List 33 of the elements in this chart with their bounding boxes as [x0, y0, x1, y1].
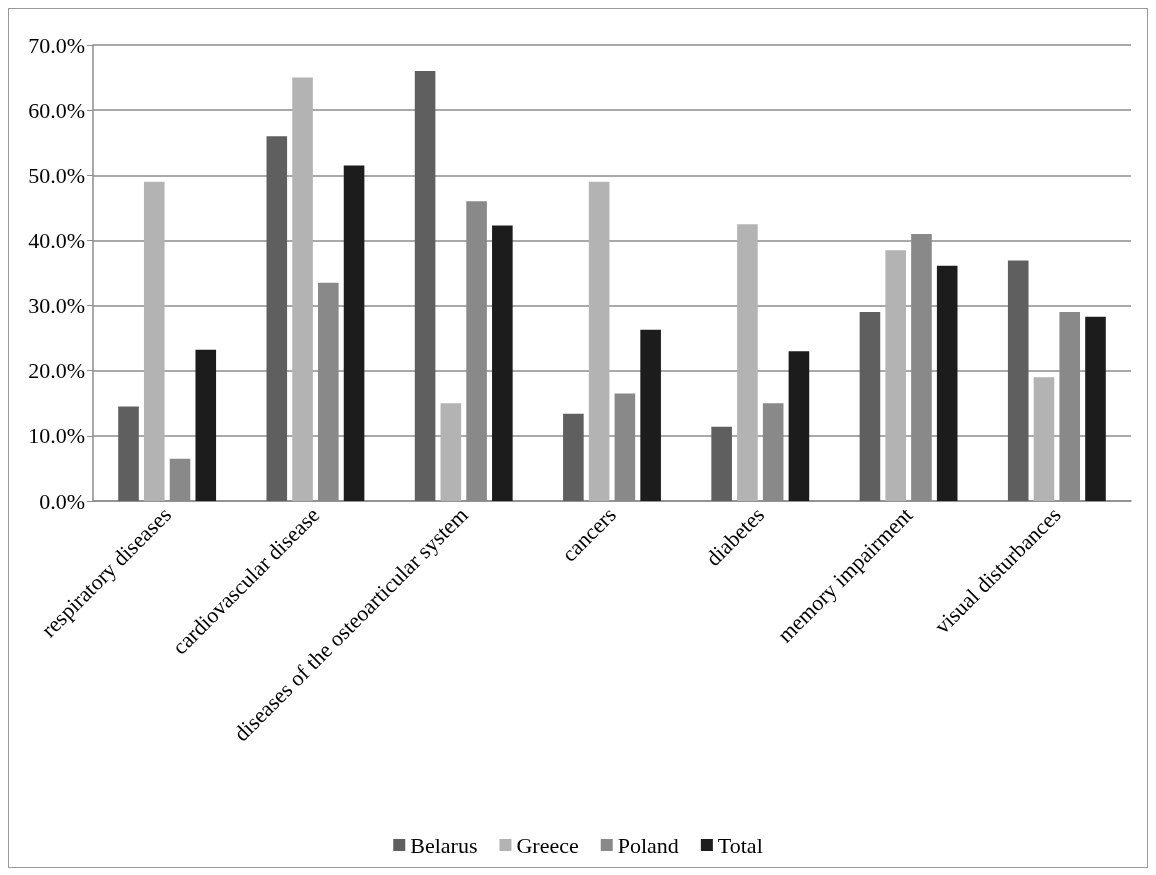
bar — [936, 265, 958, 501]
bar — [118, 406, 139, 501]
bar — [292, 77, 313, 501]
bar — [343, 165, 365, 501]
bar — [859, 312, 881, 501]
bar — [492, 225, 513, 501]
bar — [885, 250, 906, 501]
y-tick-label: 20.0% — [28, 358, 85, 384]
bar — [640, 329, 661, 501]
bar — [266, 136, 288, 501]
y-tick-label: 0.0% — [39, 488, 85, 514]
y-tick-label: 10.0% — [28, 423, 85, 449]
bar — [1007, 260, 1029, 501]
y-tick-label: 40.0% — [28, 227, 85, 253]
y-tick-label: 30.0% — [28, 293, 85, 319]
y-tick-label: 50.0% — [28, 162, 85, 188]
bar — [195, 349, 217, 501]
legend-label: Belarus — [410, 832, 478, 858]
bar — [143, 181, 165, 501]
y-tick-label: 60.0% — [28, 97, 85, 123]
y-tick-label: 70.0% — [28, 32, 85, 58]
bar — [440, 403, 462, 501]
bar — [414, 71, 436, 501]
bar — [711, 426, 732, 501]
bar — [737, 224, 758, 501]
legend-label: Total — [717, 832, 763, 858]
bar — [563, 413, 584, 501]
bar — [1033, 377, 1055, 501]
bar — [1085, 316, 1106, 501]
legend-label: Poland — [617, 832, 679, 858]
legend-label: Greece — [516, 832, 579, 858]
bar — [588, 181, 610, 501]
bar — [788, 351, 810, 501]
